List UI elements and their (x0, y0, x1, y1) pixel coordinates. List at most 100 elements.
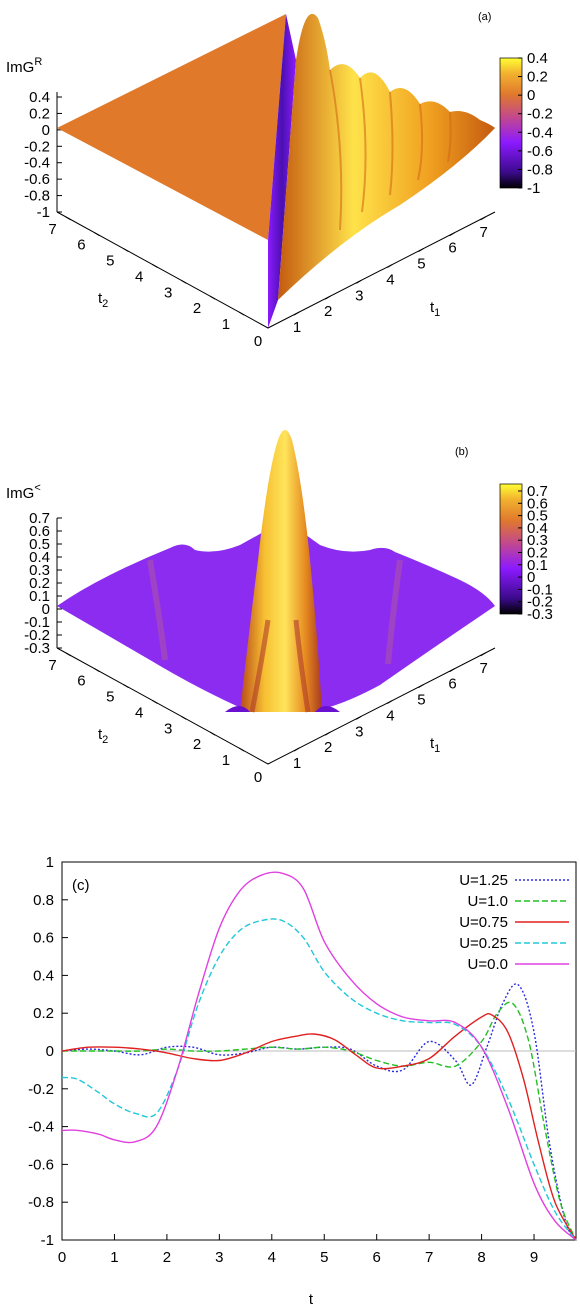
x-tick-label: 6 (373, 1249, 381, 1266)
panel-b-peak-shading (249, 619, 311, 713)
panel-a-ridge-shading (329, 69, 452, 231)
panel-b-surface-dips (225, 706, 340, 712)
colorbar-tick-label: 0.5 (527, 508, 548, 525)
t2-tick-mark (123, 684, 129, 688)
colorbar-tick-label: 0.4 (527, 520, 548, 537)
t2-tick-mark (152, 700, 158, 704)
panel-b-surface: (b) ImG< 0.70.60.50.40.30.20.10-0.1-0.2-… (6, 430, 553, 786)
t1-tick-label: 6 (448, 676, 456, 693)
t1-tick-mark (418, 684, 424, 688)
t2-tick-mark (181, 279, 187, 284)
colorbar-tick-label: -0.3 (527, 606, 553, 623)
z-tick-label: 0.6 (29, 523, 50, 540)
t1-tick-mark (356, 279, 362, 284)
t1-tick-label: 1 (293, 319, 301, 336)
t1-tick-label: 7 (479, 224, 487, 241)
panel-c-x-axis-label: t (309, 1291, 314, 1308)
y-tick-label: 0.2 (33, 1005, 54, 1022)
z-tick-label: -0.2 (24, 138, 50, 155)
t1-tick-mark (324, 295, 331, 300)
t2-tick-label: 7 (48, 657, 56, 674)
t2-tick-label: 4 (135, 268, 143, 285)
y-tick-label: -0.8 (28, 1194, 54, 1211)
t2-tick-mark (65, 216, 71, 221)
x-tick-label: 4 (268, 1249, 276, 1266)
colorbar-tick-label: 0.2 (527, 545, 548, 562)
colorbar-tick-label: 0 (527, 87, 535, 104)
panel-a-t1-ticks: 1 2 3 4 5 6 7 (293, 216, 488, 336)
x-tick-label: 1 (110, 1249, 118, 1266)
t2-tick-label: 5 (106, 689, 114, 706)
panel-b-z-ticks: 0.70.60.50.40.30.20.10-0.1-0.2-0.3 (24, 510, 62, 657)
t2-tick-mark (238, 311, 245, 316)
panel-a-t1-axis-label: t1 (430, 299, 440, 319)
t1-tick-mark (480, 652, 486, 657)
t1-tick-label: 6 (448, 240, 456, 257)
x-tick-label: 9 (530, 1249, 538, 1266)
panel-a-surface: (a) ImGR 0.40.20-0.2-0.4-0.6-0.8-1 01234… (6, 11, 553, 350)
t1-tick-label: 4 (386, 707, 394, 724)
t2-tick-label: 3 (164, 284, 172, 301)
t2-tick-label: 5 (106, 253, 114, 270)
panel-c-series-group (61, 871, 577, 1241)
panel-b-t2-axis-label: t2 (98, 726, 108, 746)
colorbar-tick-label: 0.3 (527, 532, 548, 549)
z-tick-label: 0.2 (29, 105, 50, 122)
legend-label-u-0-75: U=0.75 (459, 914, 508, 931)
y-tick-label: -0.6 (28, 1156, 54, 1173)
panel-a-t2-ticks: 0 1 2 3 4 5 6 7 (48, 216, 262, 350)
y-tick-label: 0.6 (33, 930, 54, 947)
series-line-u-1-0 (61, 1001, 577, 1241)
z-tick-label: 0.2 (29, 575, 50, 592)
legend-label-u-0-25: U=0.25 (459, 935, 508, 952)
legend-label-u-1-25: U=1.25 (459, 872, 508, 889)
x-tick-label: 7 (425, 1249, 433, 1266)
panel-c-y-ticks: 1 0.8 0.6 0.4 0.2 0 -0.2 -0.4 -0.6 -0.8 -1 (28, 854, 68, 1249)
t2-tick-label: 1 (222, 316, 230, 333)
z-tick-label: 0.1 (29, 588, 50, 605)
z-tick-label: -0.6 (24, 171, 50, 188)
z-tick-label: 0.5 (29, 536, 50, 553)
t1-tick-label: 2 (324, 303, 332, 320)
t2-tick-label: 1 (222, 752, 230, 769)
colorbar-tick-label: 0.7 (527, 483, 548, 500)
panel-a-surface-ridge (278, 13, 495, 300)
colorbar-tick-label: -0.8 (527, 161, 553, 178)
x-tick-label: 8 (477, 1249, 485, 1266)
t2-tick-label: 6 (77, 673, 85, 690)
t1-tick-label: 3 (355, 287, 363, 304)
z-tick-label: 0.4 (29, 89, 50, 106)
t1-tick-mark (449, 232, 455, 237)
x-tick-label: 3 (215, 1249, 223, 1266)
z-tick-label: 0.7 (29, 510, 50, 527)
panel-b-surface-peak (240, 430, 322, 712)
y-tick-label: -0.4 (28, 1119, 54, 1136)
t1-tick-label: 4 (386, 271, 394, 288)
x-tick-label: 0 (58, 1249, 66, 1266)
panel-b-colorbar-ticks: 0.70.60.50.40.30.20.10-0.1-0.2-0.3 (518, 483, 553, 623)
panel-a-zlabel: ImGR (6, 56, 42, 76)
series-line-u-0-0 (61, 871, 577, 1241)
panel-b-t1-ticks: 1 2 3 4 5 6 7 (293, 652, 488, 772)
z-tick-label: 0 (42, 122, 50, 139)
t2-tick-mark (65, 652, 71, 657)
panel-a-surface-valley (268, 14, 296, 328)
t2-tick-label: 3 (164, 720, 172, 737)
t2-tick-label: 4 (135, 704, 143, 721)
z-tick-label: -0.2 (24, 627, 50, 644)
z-tick-label: -0.1 (24, 614, 50, 631)
t2-tick-mark (94, 232, 100, 237)
colorbar-tick-label: 0.6 (527, 495, 548, 512)
y-tick-label: 0.8 (33, 892, 54, 909)
panel-b-colorbar (499, 483, 523, 615)
t2-tick-mark (238, 747, 245, 752)
z-tick-label: -0.8 (24, 188, 50, 205)
t1-tick-label: 2 (324, 739, 332, 756)
panel-b-t2-ticks: 0 1 2 3 4 5 6 7 (48, 652, 262, 786)
t-origin-tick-label: 0 (254, 333, 262, 350)
y-tick-label: -1 (41, 1232, 54, 1249)
t2-tick-mark (152, 264, 158, 268)
t1-tick-label: 5 (417, 256, 425, 273)
colorbar-tick-label: -0.2 (527, 106, 553, 123)
